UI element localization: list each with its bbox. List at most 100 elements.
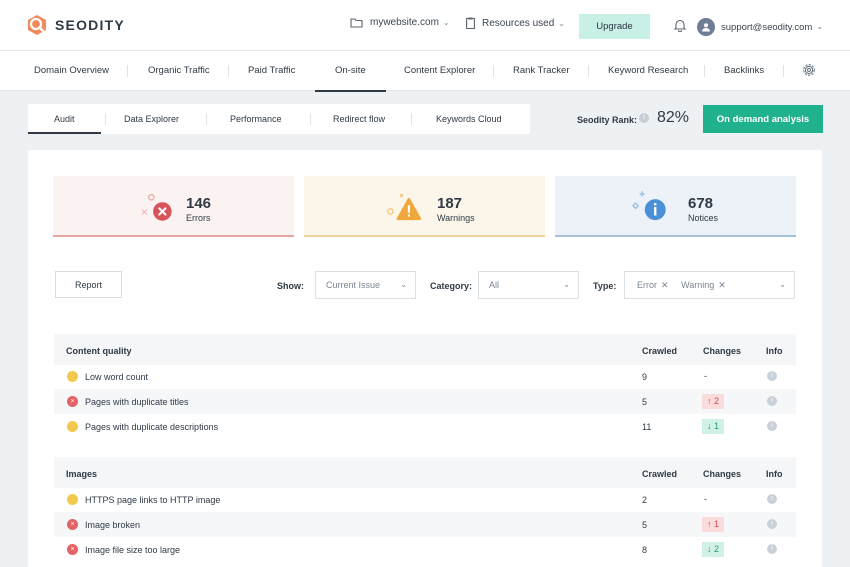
info-icon[interactable]: i bbox=[639, 113, 649, 123]
chevron-down-icon: ⌄ bbox=[563, 280, 570, 289]
column-info: Info bbox=[766, 346, 783, 356]
sub-tabs: Audit Data Explorer Performance Redirect… bbox=[28, 104, 530, 134]
svg-text:×: × bbox=[140, 207, 148, 218]
type-select[interactable]: Error ✕ Warning ✕ ⌄ bbox=[624, 271, 795, 299]
bell-icon[interactable] bbox=[674, 19, 686, 32]
info-icon[interactable]: i bbox=[767, 494, 777, 504]
info-icon[interactable]: i bbox=[767, 519, 777, 529]
category-select[interactable]: All ⌄ bbox=[478, 271, 579, 299]
table-row[interactable]: Pages with duplicate descriptions 11 ↓ 1… bbox=[54, 414, 796, 439]
section-title: Content quality bbox=[66, 346, 132, 356]
issue-name: Pages with duplicate descriptions bbox=[85, 422, 219, 432]
tag-label: Error bbox=[637, 280, 657, 290]
type-label: Type: bbox=[593, 281, 617, 291]
change-value: - bbox=[704, 371, 707, 381]
crawled-count: 5 bbox=[642, 520, 648, 530]
table-row[interactable]: Low word count 9 - i bbox=[54, 364, 796, 389]
issue-name: Image broken bbox=[85, 520, 141, 530]
table-row[interactable]: × Pages with duplicate titles 5 ↑ 2 i bbox=[54, 389, 796, 414]
gear-icon[interactable] bbox=[801, 62, 817, 78]
nav-rank-tracker[interactable]: Rank Tracker bbox=[513, 65, 570, 76]
info-icon bbox=[632, 191, 666, 221]
warning-icon bbox=[387, 193, 422, 221]
tab-keywords-cloud[interactable]: Keywords Cloud bbox=[436, 114, 502, 124]
nav-divider bbox=[228, 65, 229, 77]
change-value: 2 bbox=[714, 396, 720, 406]
crawled-count: 11 bbox=[642, 422, 652, 432]
crawled-count: 5 bbox=[642, 397, 648, 407]
top-bar: SEODITY mywebsite.com ⌄ Resources used ⌄… bbox=[0, 0, 850, 51]
tab-data-explorer[interactable]: Data Explorer bbox=[124, 114, 180, 124]
section-header-images: Images Crawled Changes Info bbox=[54, 457, 796, 488]
tab-divider bbox=[310, 113, 311, 125]
chevron-down-icon: ⌄ bbox=[442, 18, 450, 27]
column-info: Info bbox=[766, 469, 783, 479]
issue-name: Pages with duplicate titles bbox=[85, 397, 189, 407]
show-select[interactable]: Current Issue ⌄ bbox=[315, 271, 416, 299]
report-button[interactable]: Report bbox=[55, 271, 122, 298]
nav-paid-traffic[interactable]: Paid Traffic bbox=[248, 65, 296, 76]
tab-divider bbox=[411, 113, 412, 125]
column-crawled[interactable]: Crawled bbox=[642, 346, 678, 356]
show-value: Current Issue bbox=[326, 280, 381, 290]
change-value: - bbox=[704, 494, 707, 504]
errors-card[interactable]: × 146 Errors bbox=[53, 176, 294, 237]
column-changes[interactable]: Changes bbox=[703, 346, 742, 356]
nav-keyword-research[interactable]: Keyword Research bbox=[608, 65, 689, 76]
column-changes[interactable]: Changes bbox=[703, 469, 742, 479]
type-tag-error[interactable]: Error ✕ bbox=[637, 272, 669, 298]
brand[interactable]: SEODITY bbox=[26, 14, 125, 36]
category-value: All bbox=[489, 280, 500, 290]
nav-divider bbox=[588, 65, 589, 77]
crawled-count: 2 bbox=[642, 495, 648, 505]
column-crawled[interactable]: Crawled bbox=[642, 469, 678, 479]
avatar[interactable] bbox=[697, 18, 715, 36]
rank-value: 82% bbox=[657, 109, 690, 126]
tab-audit[interactable]: Audit bbox=[28, 104, 100, 134]
table-row[interactable]: × Image file size too large 8 ↓ 2 i bbox=[54, 537, 796, 562]
user-icon bbox=[702, 23, 710, 32]
warnings-card[interactable]: 187 Warnings bbox=[304, 176, 545, 237]
seodity-logo-icon bbox=[28, 15, 46, 35]
crawled-count: 9 bbox=[642, 372, 648, 382]
arrow-down-icon: ↓ bbox=[707, 544, 712, 554]
info-icon[interactable]: i bbox=[767, 421, 777, 431]
notices-card[interactable]: 678 Notices bbox=[555, 176, 796, 237]
resources-label: Resources used bbox=[482, 17, 555, 29]
nav-content-explorer[interactable]: Content Explorer bbox=[404, 65, 476, 76]
close-icon[interactable]: ✕ bbox=[718, 280, 726, 290]
tab-divider bbox=[206, 113, 207, 125]
errors-label: Errors bbox=[186, 213, 211, 223]
warning-icon bbox=[67, 421, 78, 432]
upgrade-button[interactable]: Upgrade bbox=[579, 14, 650, 39]
nav-divider bbox=[704, 65, 705, 77]
info-icon[interactable]: i bbox=[767, 371, 777, 381]
warning-icon bbox=[67, 494, 78, 505]
warnings-label: Warnings bbox=[437, 213, 475, 223]
error-icon: × bbox=[67, 396, 78, 407]
info-icon[interactable]: i bbox=[767, 544, 777, 554]
change-value: 2 bbox=[714, 544, 720, 554]
nav-divider bbox=[127, 65, 128, 77]
nav-backlinks[interactable]: Backlinks bbox=[724, 65, 765, 76]
type-tag-warning[interactable]: Warning ✕ bbox=[681, 272, 726, 298]
account-menu[interactable]: support@seodity.com ⌄ bbox=[721, 22, 823, 33]
tab-redirect-flow[interactable]: Redirect flow bbox=[333, 114, 386, 124]
nav-divider bbox=[493, 65, 494, 77]
tab-performance[interactable]: Performance bbox=[230, 114, 282, 124]
resources-menu[interactable]: Resources used ⌄ bbox=[466, 17, 565, 29]
nav-organic-traffic[interactable]: Organic Traffic bbox=[148, 65, 210, 76]
table-row[interactable]: HTTPS page links to HTTP image 2 - i bbox=[54, 487, 796, 512]
app-name: SEODITY bbox=[55, 17, 125, 33]
table-row[interactable]: × Image broken 5 ↑ 1 i bbox=[54, 512, 796, 537]
info-icon[interactable]: i bbox=[767, 396, 777, 406]
change-value: 1 bbox=[714, 519, 720, 529]
nav-on-site[interactable]: On-site bbox=[315, 51, 386, 92]
close-icon[interactable]: ✕ bbox=[661, 280, 669, 290]
on-demand-analysis-button[interactable]: On demand analysis bbox=[703, 105, 823, 133]
site-selector[interactable]: mywebsite.com ⌄ bbox=[350, 17, 450, 28]
nav-domain-overview[interactable]: Domain Overview bbox=[34, 65, 109, 76]
arrow-up-icon: ↑ bbox=[707, 396, 712, 406]
change-badge: ↑ 1 bbox=[702, 517, 725, 532]
user-email: support@seodity.com bbox=[721, 22, 813, 33]
